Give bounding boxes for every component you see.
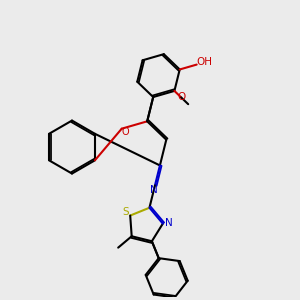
Text: S: S bbox=[122, 207, 128, 218]
Text: N: N bbox=[150, 185, 158, 195]
Text: N: N bbox=[165, 218, 172, 228]
Text: OH: OH bbox=[196, 57, 213, 67]
Text: O: O bbox=[177, 92, 185, 102]
Text: O: O bbox=[122, 128, 129, 137]
